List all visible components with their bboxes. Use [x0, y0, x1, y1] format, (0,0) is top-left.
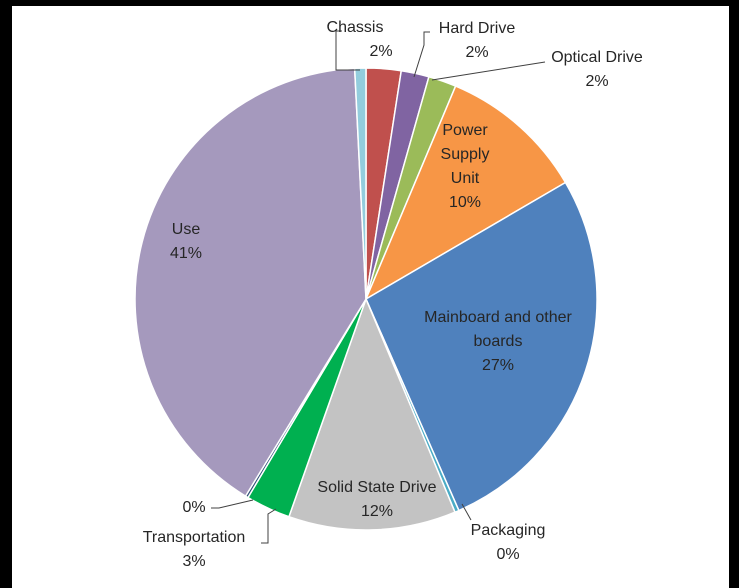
- slice-label-power-supply-unit: Unit: [451, 170, 480, 187]
- slice-label-transportation: Transportation: [143, 529, 246, 546]
- leader-line-transportation: [261, 508, 277, 544]
- slice-label-hard-drive: Hard Drive: [439, 20, 516, 37]
- slice-percent-optical-drive: 2%: [585, 73, 608, 90]
- leader-line-unlabeled: [211, 499, 254, 509]
- slice-use: [134, 67, 367, 498]
- slice-mainboard-and-other-boards: [365, 181, 598, 512]
- pie-slices: [134, 67, 598, 531]
- slice-percent-unlabeled: 0%: [182, 499, 205, 516]
- slice-label-mainboard-and-other-boards: boards: [474, 333, 523, 350]
- slice-label-solid-state-drive: Solid State Drive: [317, 479, 436, 496]
- slice-eol: [353, 67, 367, 300]
- leader-line-hard-drive: [413, 31, 430, 78]
- slice-percent-power-supply-unit: 10%: [449, 194, 481, 211]
- slice-power-supply-unit: [364, 85, 567, 301]
- leader-line-optical-drive: [431, 61, 546, 81]
- slice-percent-packaging: 0%: [496, 546, 519, 563]
- slice-label-optical-drive: Optical Drive: [551, 49, 643, 66]
- slice-label-power-supply-unit: Power: [442, 122, 488, 139]
- slice-label-power-supply-unit: Supply: [441, 146, 490, 163]
- slice-percent-chassis: 2%: [369, 43, 392, 60]
- slice-percent-hard-drive: 2%: [465, 44, 488, 61]
- slice-percent-solid-state-drive: 12%: [361, 503, 393, 520]
- slice-label-packaging: Packaging: [471, 522, 546, 539]
- leader-line-packaging: [461, 503, 472, 521]
- slice-percent-transportation: 3%: [182, 553, 205, 570]
- slice-percent-mainboard-and-other-boards: 27%: [482, 357, 514, 374]
- slice-solid-state-drive: [287, 296, 456, 531]
- slice-percent-use: 41%: [170, 245, 202, 262]
- leader-lines: [211, 30, 546, 544]
- slice-labels: Chassis 2% Hard Drive 2% Optical Drive 2% Powe…: [143, 19, 643, 570]
- leader-line-chassis: [335, 30, 360, 71]
- slice-label-chassis: Chassis: [327, 19, 384, 36]
- slice-label-use: Use: [172, 221, 201, 238]
- slice-label-mainboard-and-other-boards: Mainboard and other: [424, 309, 572, 326]
